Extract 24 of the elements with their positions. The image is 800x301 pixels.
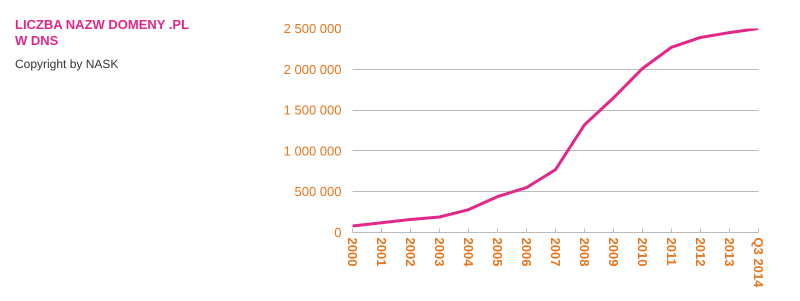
x-tick-label: 2009	[606, 238, 621, 266]
x-tick-label: 2011	[664, 238, 679, 266]
x-tick-label: 2004	[461, 238, 476, 268]
x-tick-label: 2001	[374, 238, 389, 266]
x-tick-label: 2002	[403, 238, 418, 266]
x-tick-label: 2010	[635, 238, 650, 266]
x-tick-label: Q3 2014	[751, 238, 766, 288]
x-tick-label: 2008	[577, 238, 592, 266]
y-tick-label: 2 500 000	[284, 21, 342, 36]
text: Copyright by NASK	[15, 56, 120, 72]
x-tick-label: 2006	[519, 238, 534, 266]
y-tick-label: 2 000 000	[284, 62, 342, 77]
x-tick-label: 2003	[432, 238, 447, 266]
x-tick-label: 2005	[490, 238, 505, 266]
text: LICZBA NAZW DOMENY .PL W DNS	[15, 17, 190, 50]
y-tick-label: 500 000	[294, 184, 342, 200]
x-tick-label: 2012	[693, 238, 708, 266]
y-tick-label: 1 000 000	[284, 143, 342, 158]
x-tick-label: 2000	[345, 238, 360, 266]
y-tick-label: 0	[334, 225, 342, 240]
x-tick-label: 2007	[548, 238, 563, 266]
x-tick-label: 2013	[722, 238, 737, 266]
y-tick-label: 1 500 000	[284, 102, 342, 118]
line-series	[352, 28, 758, 228]
